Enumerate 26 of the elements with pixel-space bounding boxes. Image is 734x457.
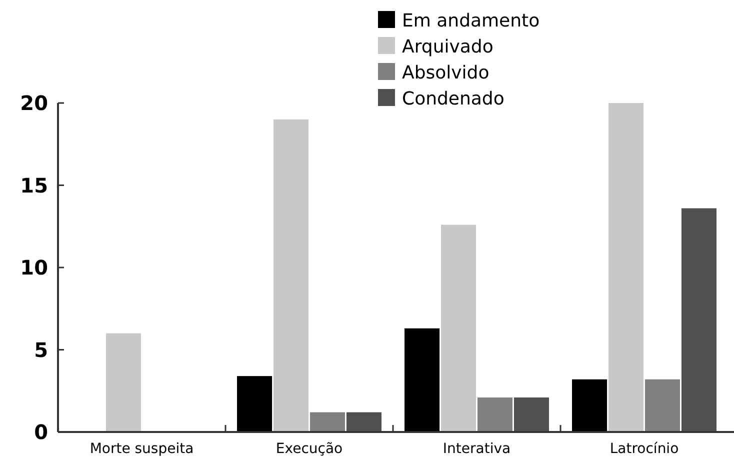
bar xyxy=(237,376,272,432)
x-tick-label: Morte suspeita xyxy=(90,441,194,457)
bar xyxy=(346,412,382,432)
y-tick-label: 15 xyxy=(20,173,48,198)
y-tick-label: 10 xyxy=(20,256,48,280)
bar xyxy=(681,208,716,432)
bar xyxy=(273,119,309,432)
y-tick-label: 20 xyxy=(20,91,48,116)
legend-label: Absolvido xyxy=(402,62,490,84)
bar xyxy=(477,397,513,432)
legend-label: Condenado xyxy=(402,88,504,110)
bar xyxy=(440,224,476,432)
y-tick-label: 0 xyxy=(34,420,48,444)
x-tick-label: Latrocínio xyxy=(610,441,679,457)
legend-label: Arquivado xyxy=(402,36,494,58)
bar xyxy=(310,412,346,432)
x-tick-label: Execução xyxy=(276,441,343,457)
bar xyxy=(404,328,440,432)
bar xyxy=(608,103,644,432)
bar xyxy=(572,379,608,432)
bar xyxy=(644,379,680,432)
bar xyxy=(106,333,142,432)
y-tick-label: 5 xyxy=(34,338,48,362)
bar xyxy=(514,397,549,432)
x-tick-label: Interativa xyxy=(442,441,511,457)
legend-label: Em andamento xyxy=(402,10,540,32)
